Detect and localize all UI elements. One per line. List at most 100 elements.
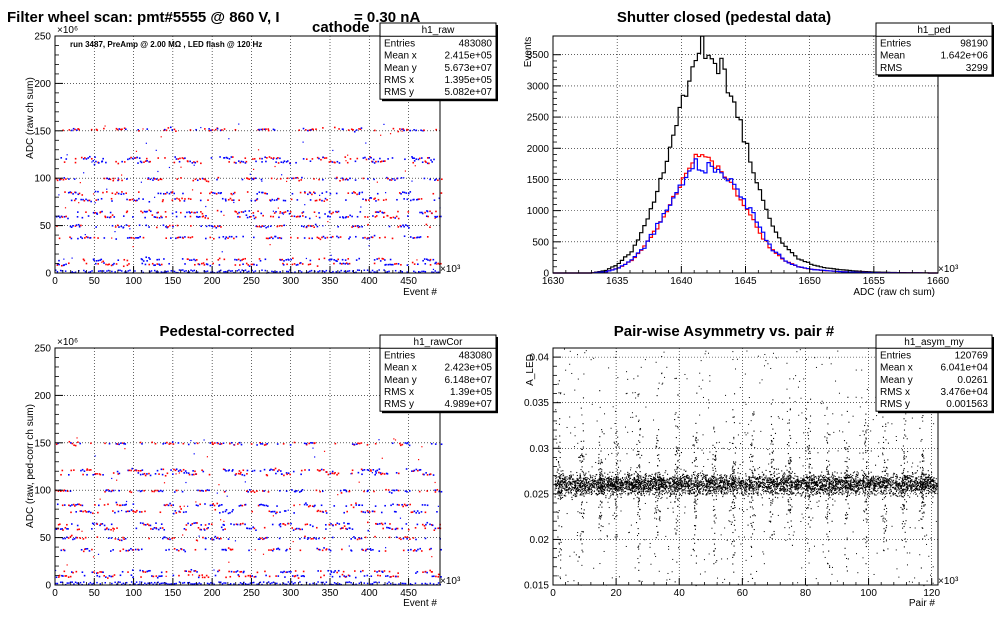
panel-raw: 0 50 100 150 200 250 300 350 400 4500501001502002… — [7, 9, 498, 298]
data-point — [654, 477, 657, 479]
data-point — [242, 522, 244, 525]
data-point — [610, 484, 612, 486]
data-point — [105, 263, 107, 266]
data-point — [205, 225, 208, 228]
data-point — [578, 480, 580, 482]
data-point — [134, 583, 136, 585]
data-point — [695, 484, 697, 486]
data-point — [172, 512, 175, 515]
data-point — [360, 442, 363, 444]
data-point — [704, 474, 707, 476]
data-point — [189, 198, 192, 200]
data-point — [260, 443, 262, 445]
data-point — [886, 478, 888, 480]
data-point — [578, 486, 580, 488]
data-point — [758, 476, 760, 479]
data-point — [335, 177, 337, 180]
data-point — [282, 161, 285, 164]
data-point — [161, 216, 163, 219]
data-point — [290, 236, 292, 239]
data-point — [286, 473, 288, 476]
data-point — [99, 524, 101, 527]
data-point — [164, 474, 167, 477]
stats-row-label: Entries — [384, 350, 415, 361]
data-point — [342, 262, 345, 265]
data-point — [268, 549, 270, 551]
data-point — [149, 582, 151, 585]
data-point — [763, 479, 765, 481]
data-point — [180, 508, 183, 510]
data-point — [143, 161, 145, 164]
data-point — [667, 507, 669, 509]
data-point — [294, 528, 297, 530]
data-point — [348, 575, 351, 577]
stats-row-value: 1.39e+05 — [450, 387, 492, 398]
data-point — [809, 472, 811, 474]
data-point — [185, 511, 187, 513]
data-point — [124, 271, 126, 273]
data-point — [108, 216, 111, 219]
data-point — [137, 549, 140, 551]
data-point — [409, 503, 412, 506]
data-point — [236, 570, 239, 572]
data-point — [97, 553, 100, 555]
data-point — [137, 472, 140, 474]
data-point — [925, 485, 927, 487]
data-point — [592, 482, 594, 484]
data-point — [371, 161, 374, 163]
data-point — [562, 475, 564, 477]
data-point — [127, 158, 129, 161]
data-point — [823, 493, 825, 495]
data-point — [304, 216, 307, 218]
data-point — [813, 475, 815, 477]
data-point — [634, 491, 636, 493]
data-point — [382, 160, 385, 162]
data-point — [321, 192, 324, 194]
data-point — [718, 477, 720, 479]
data-point — [199, 178, 201, 180]
data-point — [601, 483, 603, 485]
data-point — [397, 572, 399, 574]
data-point — [896, 484, 898, 486]
data-point — [139, 160, 142, 163]
data-point — [787, 482, 789, 484]
data-point — [825, 480, 827, 482]
data-point — [81, 468, 84, 471]
data-point — [326, 199, 328, 201]
data-point — [773, 474, 775, 476]
data-point — [261, 157, 263, 160]
data-point — [182, 237, 184, 239]
data-point — [87, 215, 90, 217]
data-point — [329, 549, 332, 552]
data-point — [336, 211, 338, 214]
data-point — [364, 511, 367, 514]
data-point — [278, 225, 281, 227]
data-point — [876, 483, 878, 485]
data-point — [580, 489, 582, 491]
data-point — [127, 270, 130, 272]
data-point — [166, 441, 168, 444]
data-point — [193, 453, 195, 455]
data-point — [162, 199, 164, 201]
data-point — [292, 582, 295, 585]
data-point — [245, 214, 248, 216]
data-point — [600, 484, 602, 486]
data-point — [110, 528, 112, 531]
stats-row-label: RMS x — [384, 75, 414, 86]
data-point — [102, 474, 104, 476]
data-point — [196, 571, 198, 573]
data-point — [437, 582, 440, 584]
data-point — [908, 490, 910, 492]
data-point — [271, 582, 273, 584]
data-point — [424, 262, 427, 265]
data-point — [612, 486, 614, 488]
data-point — [876, 485, 878, 487]
data-point — [66, 564, 68, 566]
data-point — [914, 481, 916, 483]
data-point — [154, 269, 156, 272]
data-point — [647, 487, 649, 489]
data-point — [915, 479, 917, 481]
data-point — [187, 472, 190, 474]
data-point — [290, 258, 292, 261]
data-point — [286, 177, 289, 180]
